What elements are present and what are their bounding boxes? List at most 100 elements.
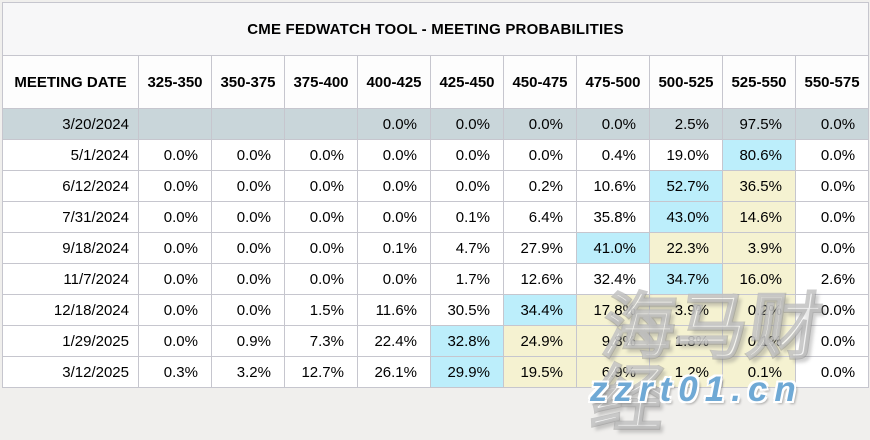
probability-cell: 7.3% — [284, 325, 358, 357]
column-header-rate-range: 525-550 — [722, 55, 796, 109]
probability-cell: 0.0% — [794, 356, 870, 388]
probability-cell: 0.0% — [211, 263, 285, 295]
probability-cell: 0.0% — [794, 325, 870, 357]
probability-cell: 0.0% — [503, 139, 577, 171]
probability-cell: 6.9% — [576, 356, 650, 388]
probability-cell: 41.0% — [576, 232, 650, 264]
probability-cell: 0.0% — [138, 201, 212, 233]
probability-cell: 0.0% — [430, 170, 504, 202]
probability-cell: 1.5% — [284, 294, 358, 326]
probability-cell: 0.0% — [211, 294, 285, 326]
probability-cell: 0.0% — [138, 139, 212, 171]
probability-cell: 0.0% — [284, 232, 358, 264]
probability-cell: 36.5% — [722, 170, 796, 202]
column-header-rate-range: 325-350 — [138, 55, 212, 109]
probability-cell: 0.0% — [138, 232, 212, 264]
probability-cell: 43.0% — [649, 201, 723, 233]
column-header-rate-range: 400-425 — [357, 55, 431, 109]
probability-cell: 17.8% — [576, 294, 650, 326]
probability-cell: 0.0% — [430, 139, 504, 171]
column-header-rate-range: 375-400 — [284, 55, 358, 109]
meeting-date-cell: 9/18/2024 — [2, 232, 139, 264]
probability-cell: 0.0% — [138, 263, 212, 295]
probability-cell: 0.0% — [794, 170, 870, 202]
probability-cell: 0.0% — [503, 108, 577, 140]
meeting-date-cell: 11/7/2024 — [2, 263, 139, 295]
table-row: 3/20/2024 0.0% 0.0% 0.0% 0.0% 2.5% 97.5% 0.0% — [2, 108, 870, 140]
probability-cell: 1.8% — [649, 325, 723, 357]
column-header-rate-range: 450-475 — [503, 55, 577, 109]
probability-cell: 0.0% — [284, 263, 358, 295]
probability-cell: 0.2% — [722, 294, 796, 326]
meeting-date-cell: 5/1/2024 — [2, 139, 139, 171]
probability-cell: 27.9% — [503, 232, 577, 264]
table-row: 9/18/2024 0.0% 0.0% 0.0% 0.1% 4.7% 27.9% 41.0% 2… — [2, 232, 870, 264]
probability-cell: 0.1% — [357, 232, 431, 264]
probability-cell: 34.4% — [503, 294, 577, 326]
probability-cell: 11.6% — [357, 294, 431, 326]
probability-cell: 10.6% — [576, 170, 650, 202]
probability-cell: 32.8% — [430, 325, 504, 357]
probability-cell: 0.4% — [576, 139, 650, 171]
probability-cell: 3.2% — [211, 356, 285, 388]
column-header-rate-range: 350-375 — [211, 55, 285, 109]
probability-cell: 1.2% — [649, 356, 723, 388]
meeting-date-cell: 7/31/2024 — [2, 201, 139, 233]
column-header-rate-range: 475-500 — [576, 55, 650, 109]
probability-cell: 22.4% — [357, 325, 431, 357]
probability-cell: 3.9% — [649, 294, 723, 326]
probability-cell: 22.3% — [649, 232, 723, 264]
probability-cell: 0.0% — [430, 108, 504, 140]
probability-cell: 0.0% — [138, 170, 212, 202]
probability-cell: 2.6% — [794, 263, 870, 295]
probability-cell: 0.1% — [722, 356, 796, 388]
meeting-date-cell: 3/12/2025 — [2, 356, 139, 388]
meeting-date-cell: 3/20/2024 — [2, 108, 139, 140]
probability-cell: 6.4% — [503, 201, 577, 233]
probability-cell: 0.0% — [576, 108, 650, 140]
probability-cell: 0.0% — [357, 170, 431, 202]
table-row: 1/29/2025 0.0% 0.9% 7.3% 22.4% 32.8% 24.9% 9.8%… — [2, 325, 870, 357]
column-header-meeting-date: MEETING DATE — [2, 55, 139, 109]
probability-cell: 29.9% — [430, 356, 504, 388]
probability-cell: 0.0% — [284, 170, 358, 202]
probability-cell: 0.0% — [794, 294, 870, 326]
probability-cell: 0.0% — [357, 263, 431, 295]
probability-cell: 0.0% — [794, 108, 870, 140]
meeting-date-cell: 1/29/2025 — [2, 325, 139, 357]
column-header-rate-range: 500-525 — [649, 55, 723, 109]
probability-cell: 0.0% — [211, 139, 285, 171]
meeting-date-cell: 12/18/2024 — [2, 294, 139, 326]
probability-cell — [284, 108, 358, 140]
probability-cell — [138, 108, 212, 140]
probability-cell: 0.0% — [357, 108, 431, 140]
probability-cell: 1.7% — [430, 263, 504, 295]
probability-cell: 4.7% — [430, 232, 504, 264]
probability-cell: 12.7% — [284, 356, 358, 388]
probability-cell: 0.0% — [284, 201, 358, 233]
probability-cell: 0.0% — [211, 201, 285, 233]
probability-cell: 19.5% — [503, 356, 577, 388]
probability-cell: 0.0% — [794, 139, 870, 171]
probability-cell — [211, 108, 285, 140]
table-row: 11/7/2024 0.0% 0.0% 0.0% 0.0% 1.7% 12.6% 32.4% 3… — [2, 263, 870, 295]
probability-cell: 3.9% — [722, 232, 796, 264]
fedwatch-table: CME FEDWATCH TOOL - MEETING PROBABILITIE… — [1, 2, 870, 388]
table-row: 6/12/2024 0.0% 0.0% 0.0% 0.0% 0.0% 0.2% 10.6% 52… — [2, 170, 870, 202]
table-row: 12/18/2024 0.0% 0.0% 1.5% 11.6% 30.5% 34.4% 17.… — [2, 294, 870, 326]
probability-cell: 30.5% — [430, 294, 504, 326]
probability-cell: 0.9% — [211, 325, 285, 357]
probability-cell: 0.1% — [722, 325, 796, 357]
probability-cell: 0.0% — [794, 201, 870, 233]
probability-cell: 26.1% — [357, 356, 431, 388]
probability-cell: 0.0% — [138, 294, 212, 326]
probability-cell: 97.5% — [722, 108, 796, 140]
probability-cell: 0.0% — [357, 139, 431, 171]
probability-cell: 35.8% — [576, 201, 650, 233]
column-header-rate-range: 425-450 — [430, 55, 504, 109]
probability-cell: 2.5% — [649, 108, 723, 140]
table-row: 7/31/2024 0.0% 0.0% 0.0% 0.0% 0.1% 6.4% 35.8% 43… — [2, 201, 870, 233]
probability-cell: 0.2% — [503, 170, 577, 202]
probability-cell: 24.9% — [503, 325, 577, 357]
probability-cell: 9.8% — [576, 325, 650, 357]
